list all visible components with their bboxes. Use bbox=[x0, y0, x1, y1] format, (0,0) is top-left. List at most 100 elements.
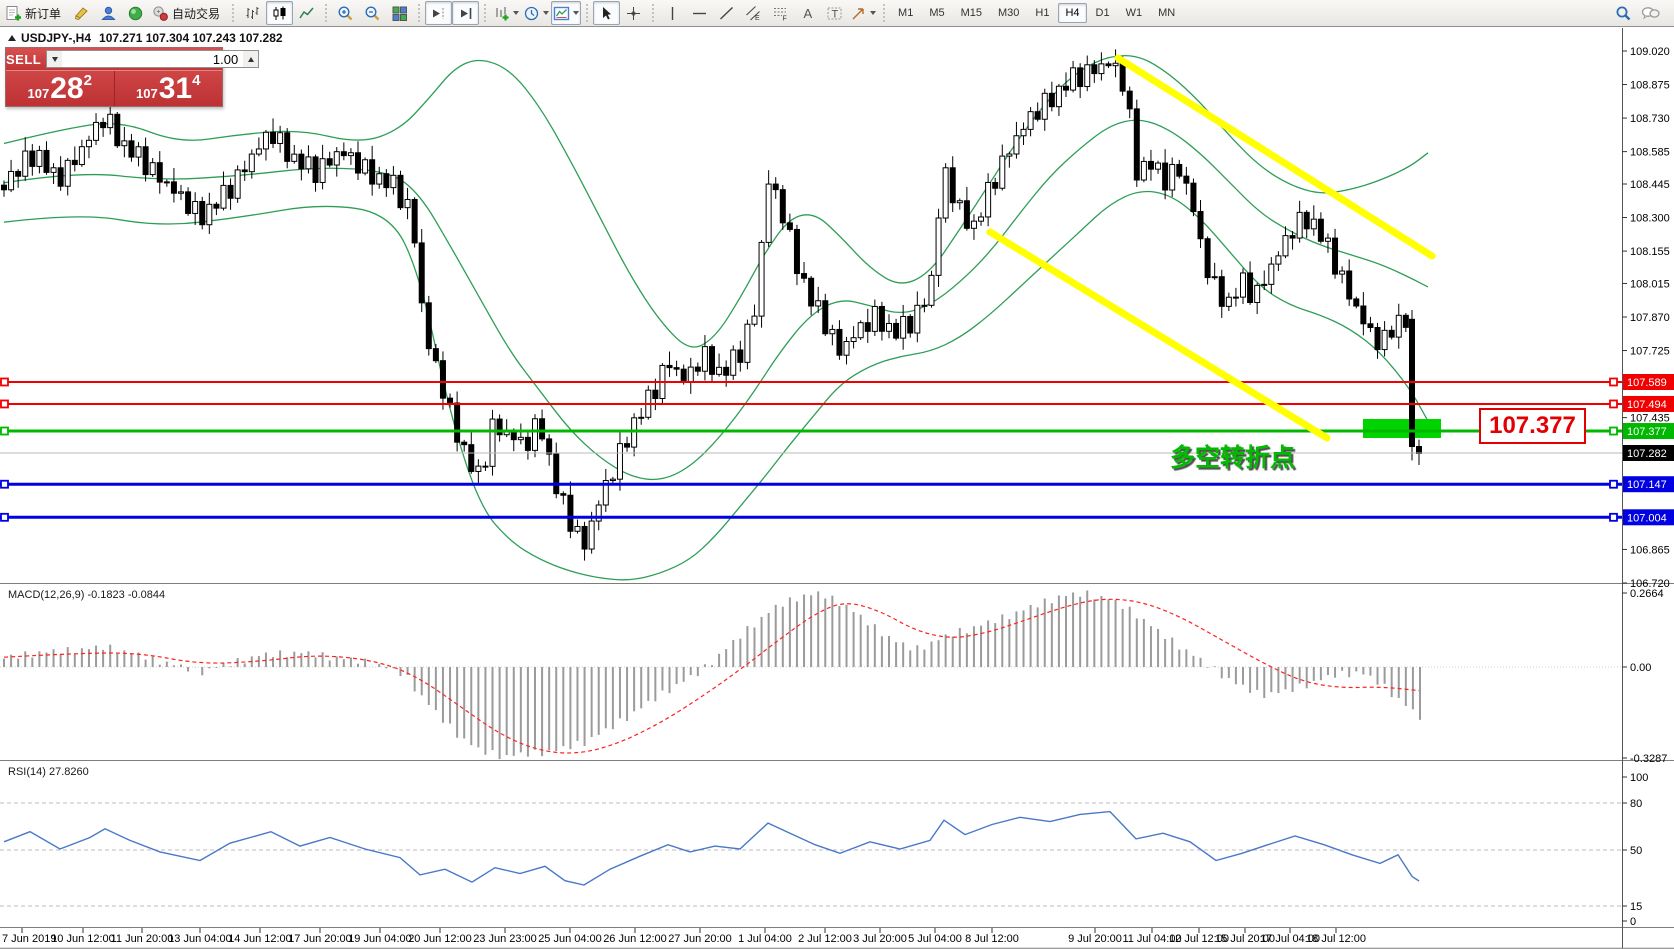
rsi-tick-label: 80 bbox=[1630, 798, 1642, 810]
chat-button[interactable] bbox=[1637, 1, 1664, 25]
candle-body bbox=[192, 200, 199, 214]
timeframe-button-h1[interactable]: H1 bbox=[1035, 7, 1050, 19]
candle-body bbox=[85, 139, 92, 148]
price-callout-label[interactable]: 107.377 bbox=[1479, 408, 1586, 444]
level-line-handle[interactable] bbox=[0, 426, 9, 436]
profiles-button[interactable] bbox=[521, 1, 551, 25]
candle-body bbox=[588, 520, 595, 550]
timeframe-button-m1[interactable]: M1 bbox=[898, 7, 914, 19]
horizontal-line-tool-button[interactable] bbox=[686, 1, 713, 25]
price-tick-label: 106.720 bbox=[1630, 578, 1670, 590]
search-button[interactable] bbox=[1610, 1, 1637, 25]
auto-scroll-button[interactable] bbox=[452, 1, 480, 25]
news-button[interactable] bbox=[122, 1, 149, 25]
candle-body bbox=[843, 341, 850, 356]
candlestick-chart-button[interactable] bbox=[266, 1, 294, 25]
level-line-handle[interactable] bbox=[1609, 377, 1618, 387]
level-line-handle[interactable] bbox=[1609, 479, 1618, 489]
crosshair-tool-button[interactable] bbox=[620, 1, 647, 25]
candle-body bbox=[1013, 135, 1020, 155]
candle-body bbox=[836, 328, 843, 356]
macd-tick-label: 0.2664 bbox=[1630, 588, 1664, 600]
level-line-handle[interactable] bbox=[0, 479, 9, 489]
candle-body bbox=[793, 228, 800, 275]
volume-increase-button[interactable] bbox=[243, 51, 259, 67]
time-label: 14 Jun 12:00 bbox=[228, 933, 292, 945]
timeframe-button-m30[interactable]: M30 bbox=[998, 7, 1020, 19]
candle-body bbox=[1402, 314, 1409, 328]
volume-decrease-button[interactable] bbox=[47, 51, 63, 67]
trendline-tool-button[interactable] bbox=[713, 1, 740, 25]
level-line-handle[interactable] bbox=[1609, 399, 1618, 409]
pane-separator[interactable] bbox=[0, 584, 1674, 586]
timeframe-button-m15[interactable]: M15 bbox=[960, 7, 982, 19]
candle-body bbox=[1190, 182, 1197, 213]
level-line-handle[interactable] bbox=[1609, 426, 1618, 436]
text-tool-button[interactable]: A bbox=[794, 1, 821, 25]
line-chart-button[interactable] bbox=[293, 1, 320, 25]
candle-body bbox=[1112, 62, 1119, 67]
pane-separator[interactable] bbox=[0, 760, 1674, 762]
new-order-label: 新订单 bbox=[25, 6, 62, 21]
autotrade-button[interactable]: 自动交易 bbox=[149, 1, 227, 25]
pane-separator[interactable] bbox=[0, 583, 1674, 585]
vertical-line-tool-button[interactable] bbox=[659, 1, 686, 25]
level-line-handle[interactable] bbox=[0, 512, 9, 522]
zoom-in-button[interactable] bbox=[332, 1, 359, 25]
candle-body bbox=[949, 167, 956, 204]
pivot-annotation-text[interactable]: 多空转折点 bbox=[1170, 444, 1296, 472]
level-line-handle[interactable] bbox=[1609, 512, 1618, 522]
trendline-2[interactable] bbox=[986, 228, 1331, 442]
new-chart-button[interactable] bbox=[491, 1, 521, 25]
fibonacci-tool-button[interactable]: F bbox=[767, 1, 794, 25]
new-order-button[interactable]: 新订单 bbox=[2, 1, 68, 25]
buy-price-display[interactable]: 107 31 4 bbox=[115, 71, 223, 106]
candle-body bbox=[1381, 329, 1388, 351]
svg-text:A: A bbox=[804, 6, 813, 21]
sell-price-display[interactable]: 107 28 2 bbox=[6, 71, 115, 106]
toolbar-grip bbox=[418, 4, 421, 22]
level-line-handle[interactable] bbox=[0, 399, 9, 409]
timeframe-button-d1[interactable]: D1 bbox=[1095, 7, 1110, 19]
trendline-1[interactable] bbox=[1114, 54, 1436, 260]
tile-windows-button[interactable] bbox=[386, 1, 413, 25]
indicators-button[interactable] bbox=[551, 1, 582, 25]
level-line-handle[interactable] bbox=[0, 377, 9, 387]
volume-input[interactable] bbox=[62, 51, 244, 67]
candle-body bbox=[694, 366, 701, 372]
buy-button[interactable]: BUY bbox=[264, 51, 294, 67]
panel-collapse-icon[interactable] bbox=[8, 35, 16, 41]
arrows-tool-button[interactable] bbox=[848, 1, 878, 25]
candle-body bbox=[524, 436, 531, 451]
chart-shift-button[interactable] bbox=[425, 1, 453, 25]
price-badge bbox=[1623, 476, 1674, 493]
highlight-rectangle[interactable] bbox=[1363, 419, 1441, 438]
styler-button[interactable] bbox=[68, 1, 95, 25]
candle-body bbox=[1254, 284, 1261, 303]
timeframe-button-w1[interactable]: W1 bbox=[1125, 7, 1143, 19]
pane-separator[interactable] bbox=[0, 761, 1674, 763]
candle-body bbox=[93, 121, 100, 141]
candle-body bbox=[1197, 211, 1204, 240]
equidistant-channel-tool-button[interactable]: E bbox=[740, 1, 767, 25]
candle-body bbox=[312, 156, 319, 183]
timeframe-button-h4[interactable]: H4 bbox=[1058, 3, 1087, 23]
timeframe-button-mn[interactable]: MN bbox=[1158, 7, 1176, 19]
price-badge bbox=[1623, 444, 1674, 461]
candle-body bbox=[567, 494, 574, 532]
text-label-tool-button[interactable]: T bbox=[821, 1, 848, 25]
candle-body bbox=[71, 159, 78, 166]
timeframe-button-m5[interactable]: M5 bbox=[929, 7, 945, 19]
zoom-out-button[interactable] bbox=[359, 1, 386, 25]
community-button[interactable] bbox=[95, 1, 122, 25]
svg-text:F: F bbox=[783, 15, 787, 22]
news-icon bbox=[128, 6, 143, 20]
candle-body bbox=[829, 328, 836, 335]
candle-body bbox=[1183, 175, 1190, 184]
sell-button[interactable]: SELL bbox=[6, 51, 42, 67]
candle-body bbox=[928, 274, 935, 306]
cursor-tool-button[interactable] bbox=[593, 1, 621, 25]
bar-chart-button[interactable] bbox=[239, 1, 266, 25]
price-tick-label: 108.155 bbox=[1630, 246, 1670, 258]
